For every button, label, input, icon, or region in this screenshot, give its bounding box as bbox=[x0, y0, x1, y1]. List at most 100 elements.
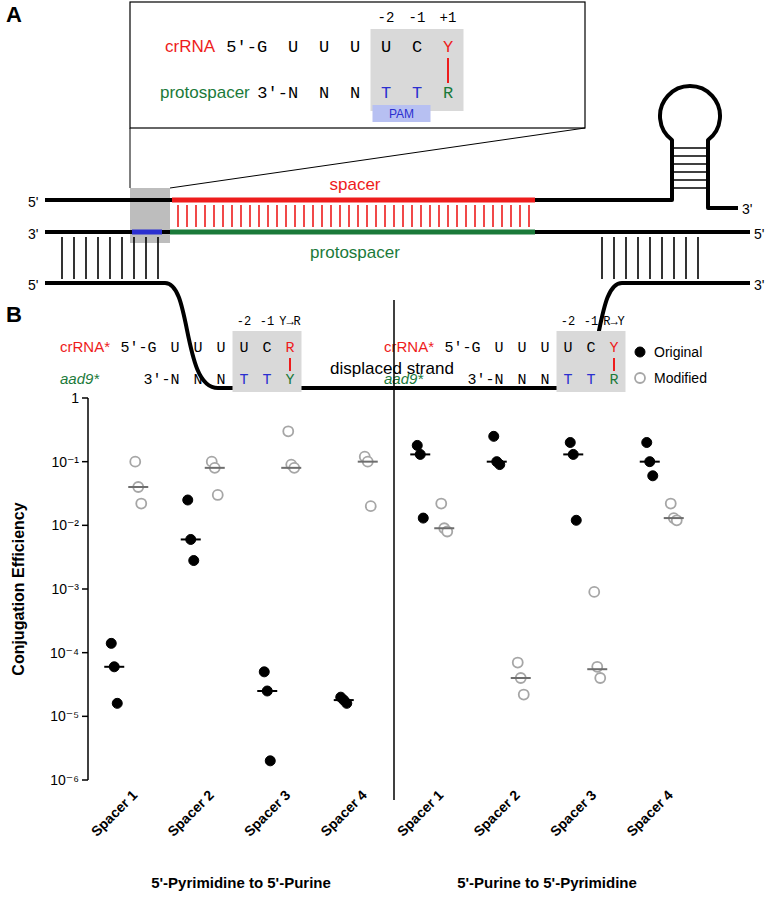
data-point bbox=[213, 490, 223, 500]
data-point bbox=[183, 495, 193, 505]
strand-end: 5' bbox=[28, 194, 38, 210]
target-label: protospacer bbox=[160, 83, 250, 102]
base-pair bbox=[384, 205, 386, 227]
data-point bbox=[666, 499, 676, 509]
position-label: -2 bbox=[378, 10, 395, 26]
base-pair bbox=[186, 205, 188, 227]
base-pair bbox=[672, 187, 708, 188]
data-point bbox=[418, 513, 428, 523]
base-pair bbox=[195, 205, 197, 227]
target-strand bbox=[45, 230, 750, 234]
base-pair bbox=[276, 205, 278, 227]
pair-line bbox=[613, 358, 615, 371]
y-tick-label: 10⁻² bbox=[51, 517, 79, 533]
group-label: 5'-Pyrimidine to 5'-Purine bbox=[151, 874, 331, 891]
data-point bbox=[592, 662, 602, 672]
base-pair bbox=[465, 205, 467, 227]
base-pair bbox=[339, 205, 341, 227]
base-pair bbox=[519, 205, 521, 227]
crrna-base: U bbox=[239, 340, 248, 357]
base-pair bbox=[492, 205, 494, 227]
position-label: -1 bbox=[584, 315, 598, 329]
crrna-base: U bbox=[216, 340, 225, 357]
base-pair bbox=[420, 205, 422, 227]
data-point bbox=[366, 501, 376, 511]
strand-end: 3' bbox=[742, 201, 752, 217]
base-pair bbox=[177, 205, 179, 227]
base-pair bbox=[121, 237, 123, 279]
pam-label: PAM bbox=[389, 107, 414, 121]
median-line bbox=[257, 690, 277, 692]
target-base: R bbox=[609, 372, 618, 389]
median-line bbox=[587, 668, 607, 670]
category-label: Spacer 4 bbox=[317, 787, 370, 840]
panel-label: A bbox=[6, 2, 22, 27]
base-pair bbox=[204, 205, 206, 227]
base-pair bbox=[249, 205, 251, 227]
base-pair bbox=[312, 205, 314, 227]
y-tick-label: 10⁻³ bbox=[51, 581, 79, 597]
base-pair bbox=[672, 171, 708, 172]
spacer-label: spacer bbox=[329, 175, 380, 194]
pam-segment bbox=[132, 230, 162, 235]
data-point bbox=[672, 515, 682, 525]
data-point bbox=[112, 698, 122, 708]
category-label: Spacer 1 bbox=[394, 787, 447, 840]
median-line bbox=[434, 527, 454, 529]
target-label: aad9* bbox=[384, 370, 424, 387]
highlight-box bbox=[371, 29, 464, 111]
crrna-base: C bbox=[586, 340, 595, 357]
data-point bbox=[589, 587, 599, 597]
median-line bbox=[205, 467, 225, 469]
base-pair bbox=[510, 205, 512, 227]
base-pair bbox=[348, 205, 350, 227]
y-tick bbox=[82, 525, 88, 527]
y-tick-label: 10⁻⁴ bbox=[50, 645, 79, 661]
legend-label: Original bbox=[654, 344, 702, 360]
base-pair bbox=[613, 237, 615, 279]
category-label: Spacer 3 bbox=[547, 787, 600, 840]
target-base: T bbox=[412, 84, 422, 103]
base-pair bbox=[303, 205, 305, 227]
base-pair bbox=[625, 237, 627, 279]
pam-box bbox=[373, 105, 431, 122]
target-base: R bbox=[443, 84, 453, 103]
base-pair bbox=[240, 205, 242, 227]
base-pair bbox=[672, 147, 708, 148]
base-pair bbox=[267, 205, 269, 227]
position-label: Y→R bbox=[279, 315, 301, 329]
position-label: -2 bbox=[237, 315, 251, 329]
category-label: Spacer 3 bbox=[241, 787, 294, 840]
data-point bbox=[513, 658, 523, 668]
y-tick bbox=[82, 397, 88, 399]
y-tick bbox=[82, 652, 88, 654]
crrna-strand bbox=[45, 86, 738, 208]
crrna-base: 5'-G bbox=[226, 38, 267, 57]
target-base: Y bbox=[285, 372, 294, 389]
position-label: R→Y bbox=[603, 315, 625, 329]
base-pair bbox=[375, 205, 377, 227]
data-point bbox=[519, 690, 529, 700]
position-label: -1 bbox=[260, 315, 274, 329]
base-pair bbox=[447, 205, 449, 227]
crrna-base: U bbox=[540, 340, 549, 357]
crrna-label: crRNA bbox=[165, 37, 216, 56]
target-base: 3'-N bbox=[467, 372, 503, 389]
crrna-base: U bbox=[517, 340, 526, 357]
data-point bbox=[265, 756, 275, 766]
y-tick-label: 10⁻⁵ bbox=[50, 708, 79, 724]
target-base: N bbox=[540, 372, 549, 389]
crrna-base: U bbox=[288, 38, 298, 57]
data-point bbox=[259, 667, 269, 677]
base-pair bbox=[366, 205, 368, 227]
median-line bbox=[281, 467, 301, 469]
median-line bbox=[487, 461, 507, 463]
base-pair bbox=[601, 237, 603, 279]
crrna-base: 5'-G bbox=[444, 340, 480, 357]
base-pair bbox=[456, 205, 458, 227]
y-tick-label: 1 bbox=[71, 390, 79, 406]
base-pair bbox=[673, 237, 675, 279]
base-pair bbox=[528, 205, 530, 227]
base-pair bbox=[672, 155, 708, 156]
position-label: -1 bbox=[409, 10, 426, 26]
